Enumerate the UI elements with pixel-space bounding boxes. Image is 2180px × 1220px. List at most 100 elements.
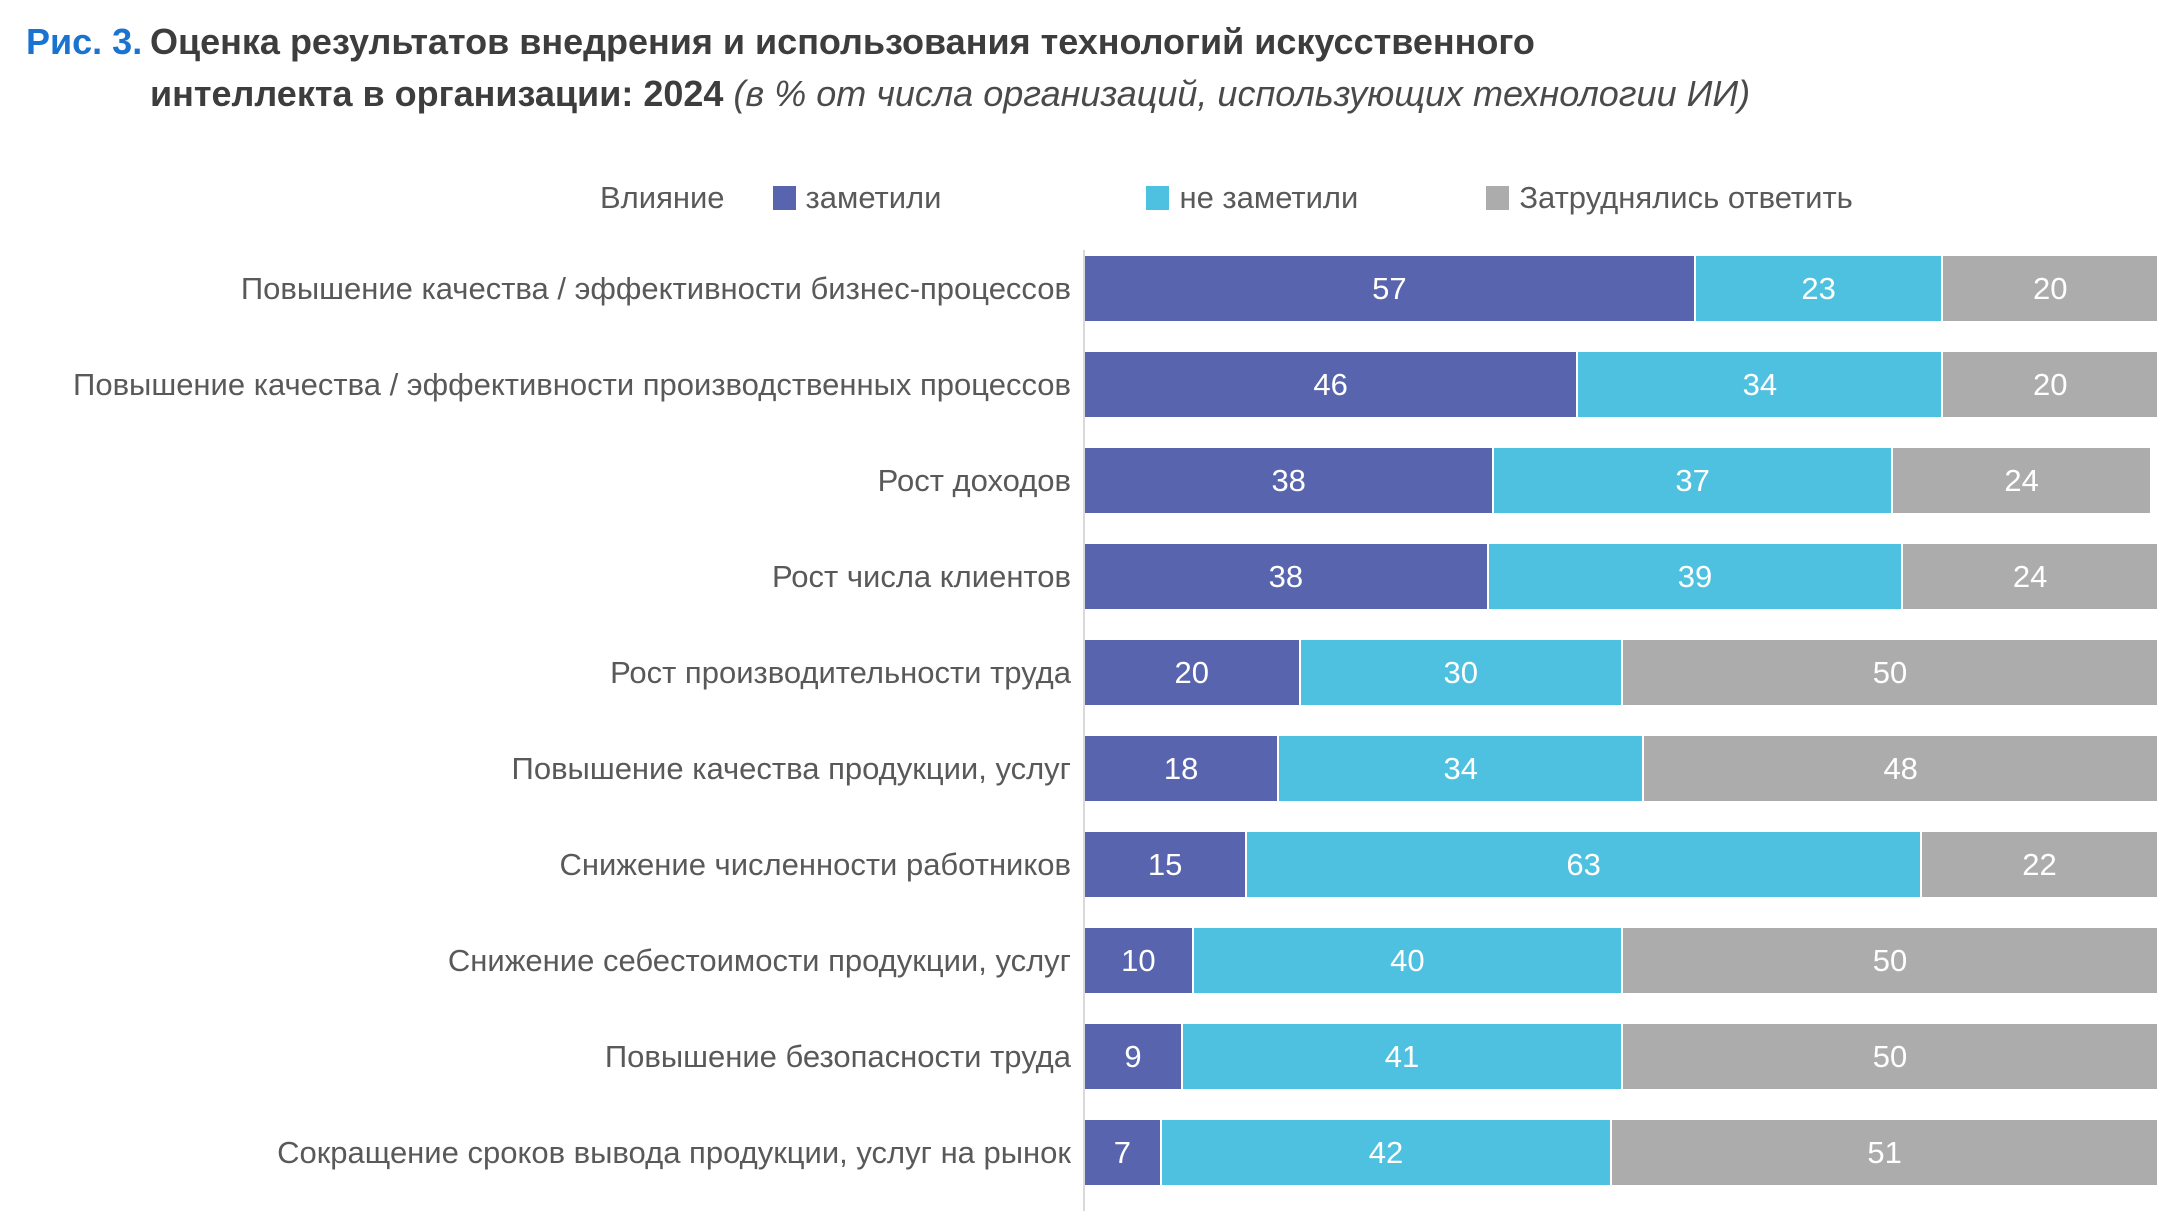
bar-value-label: 7: [1113, 1134, 1131, 1170]
legend-item-1: не заметили: [1146, 180, 1358, 216]
bar-value-label: 50: [1872, 1038, 1908, 1074]
bar-segment-undecided: 48: [1644, 736, 2157, 802]
bar-track: 46 34 20: [1085, 352, 2157, 418]
bar-value-label: 20: [2032, 270, 2068, 306]
bar-track: 38 37 24: [1085, 448, 2157, 514]
bar-segment-undecided: 50: [1623, 640, 2157, 706]
bar-segment-noticed: 57: [1085, 256, 1694, 322]
chart-legend: Влияние заметили не заметили Затруднялись …: [600, 180, 2180, 216]
category-label: Сокращение сроков вывода продукции, услу…: [0, 1135, 1085, 1172]
chart-row: Снижение себестоимости продукции, услуг 1…: [0, 928, 2180, 994]
category-label-text: Рост доходов: [877, 462, 1071, 498]
bar-value-label: 23: [1801, 270, 1836, 306]
legend-swatch-icon: [772, 186, 796, 211]
bar-value-label: 51: [1867, 1134, 1902, 1170]
bar-segment-undecided: 51: [1612, 1120, 2157, 1186]
bar-value-label: 24: [2004, 462, 2039, 498]
bar-value-label: 20: [2032, 366, 2068, 402]
bar-value-label: 37: [1675, 462, 1710, 498]
chart-row: Рост производительности труда 20 30 50: [0, 640, 2180, 706]
bar-segment-not-noticed: 40: [1193, 928, 1621, 994]
figure-header: Рис. 3. Оценка результатов внедрения и и…: [0, 0, 2180, 120]
category-label: Рост доходов: [0, 463, 1085, 500]
bar-segment-undecided: 20: [1943, 352, 2157, 418]
legend-item-label: заметили: [805, 180, 942, 216]
bar-segment-not-noticed: 34: [1578, 352, 1942, 418]
legend-item-0: заметили: [772, 180, 942, 216]
bar-value-label: 20: [1174, 654, 1210, 690]
bar-segment-noticed: 20: [1085, 640, 1299, 706]
bar-segment-noticed: 18: [1085, 736, 1278, 802]
category-label: Рост числа клиентов: [0, 559, 1085, 596]
bar-segment-noticed: 10: [1085, 928, 1192, 994]
legend-item-label: Затруднялись ответить: [1519, 180, 1853, 216]
bar-track: 38 39 24: [1085, 544, 2157, 610]
category-label-text: Снижение численности работников: [559, 846, 1071, 882]
figure-title-note: (в % от числа организаций, использующих …: [733, 73, 1751, 115]
bar-value-label: 18: [1163, 750, 1199, 786]
category-label-text: Повышение безопасности труда: [604, 1038, 1071, 1074]
bar-value-label: 57: [1372, 270, 1407, 306]
bar-segment-undecided: 24: [1903, 544, 2157, 610]
bar-value-label: 50: [1872, 942, 1908, 978]
chart-row: Сокращение сроков вывода продукции, услу…: [0, 1120, 2180, 1186]
category-label-text: Повышение качества / эффективности бизне…: [240, 270, 1071, 306]
bar-segment-not-noticed: 63: [1247, 832, 1921, 898]
bar-track: 15 63 22: [1085, 832, 2157, 898]
category-label-text: Снижение себестоимости продукции, услуг: [447, 942, 1071, 978]
category-label-text: Рост производительности труда: [610, 654, 1071, 690]
bar-value-label: 48: [1883, 750, 1918, 786]
bar-value-label: 46: [1313, 366, 1348, 402]
bar-value-label: 15: [1147, 846, 1183, 882]
bar-segment-noticed: 7: [1085, 1120, 1160, 1186]
bar-value-label: 30: [1443, 654, 1479, 690]
bar-segment-noticed: 46: [1085, 352, 1577, 418]
category-label-text: Повышение качества / эффективности произ…: [73, 366, 1071, 402]
bar-value-label: 40: [1390, 942, 1425, 978]
bar-segment-noticed: 15: [1085, 832, 1246, 898]
chart-row: Повышение качества / эффективности произ…: [0, 352, 2180, 418]
category-label: Снижение себестоимости продукции, услуг: [0, 943, 1085, 980]
bar-value-label: 9: [1124, 1038, 1142, 1074]
bar-segment-undecided: 22: [1922, 832, 2157, 898]
bar-track: 10 40 50: [1085, 928, 2157, 994]
bar-track: 9 41 50: [1085, 1024, 2157, 1090]
stacked-bar-chart: Повышение качества / эффективности бизне…: [0, 250, 2180, 1212]
bar-value-label: 63: [1566, 846, 1601, 882]
bar-segment-noticed: 9: [1085, 1024, 1182, 1090]
bar-segment-not-noticed: 30: [1300, 640, 1621, 706]
chart-row: Снижение численности работников 15 63 22: [0, 832, 2180, 898]
legend-item-2: Затруднялись ответить: [1486, 180, 1853, 216]
category-label: Повышение безопасности труда: [0, 1039, 1085, 1076]
category-label-text: Рост числа клиентов: [771, 558, 1071, 594]
category-label-text: Сокращение сроков вывода продукции, услу…: [277, 1134, 1071, 1170]
chart-row: Повышение безопасности труда 9 41 50: [0, 1024, 2180, 1090]
chart-rows: Повышение качества / эффективности бизне…: [0, 256, 2180, 1186]
bar-segment-not-noticed: 34: [1279, 736, 1643, 802]
bar-segment-undecided: 20: [1943, 256, 2157, 322]
bar-value-label: 38: [1268, 558, 1304, 594]
figure-number: Рис. 3.: [26, 21, 143, 62]
bar-segment-undecided: 50: [1622, 1024, 2157, 1090]
bar-value-label: 34: [1443, 750, 1479, 786]
category-label: Снижение численности работников: [0, 847, 1085, 884]
bar-value-label: 50: [1872, 654, 1908, 690]
category-label: Повышение качества / эффективности бизне…: [0, 271, 1085, 308]
bar-value-label: 24: [2012, 558, 2048, 594]
legend-swatch-icon: [1146, 186, 1170, 211]
bar-track: 18 34 48: [1085, 736, 2157, 802]
bar-segment-not-noticed: 23: [1695, 256, 1942, 322]
bar-value-label: 22: [2022, 846, 2057, 882]
bar-segment-not-noticed: 41: [1183, 1024, 1621, 1090]
bar-value-label: 38: [1271, 462, 1306, 498]
bar-value-label: 41: [1384, 1038, 1420, 1074]
category-label-text: Повышение качества продукции, услуг: [511, 750, 1071, 786]
legend-swatch-icon: [1486, 186, 1510, 211]
chart-row: Рост числа клиентов 38 39 24: [0, 544, 2180, 610]
bar-segment-noticed: 38: [1085, 448, 1493, 514]
bar-segment-undecided: 50: [1623, 928, 2157, 994]
bar-segment-undecided: 24: [1892, 448, 2151, 514]
chart-row: Повышение качества продукции, услуг 18 34 4…: [0, 736, 2180, 802]
bar-track: 20 30 50: [1085, 640, 2157, 706]
